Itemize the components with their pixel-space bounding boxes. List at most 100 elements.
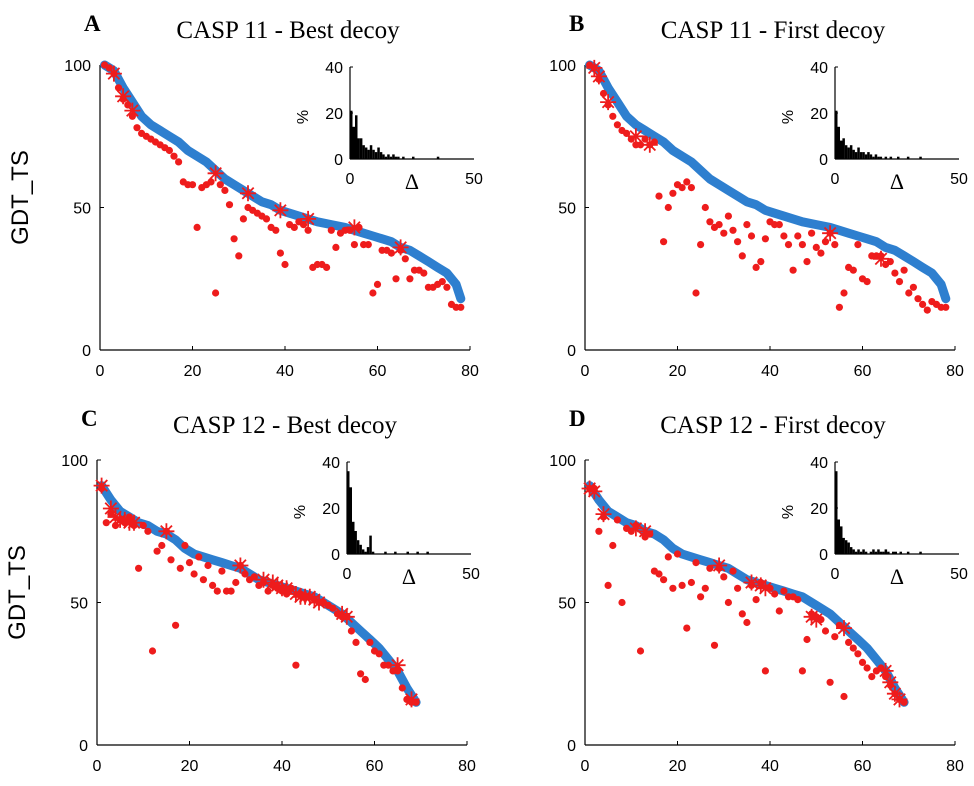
x-tick-label: 0 <box>581 758 590 775</box>
histogram-bar <box>874 154 878 159</box>
selected-point <box>729 567 737 575</box>
histogram-bar <box>847 147 850 159</box>
x-tick-label: 60 <box>854 363 872 380</box>
selected-point <box>831 241 839 249</box>
inset-x-label: Δ <box>405 169 419 194</box>
selected-point <box>190 570 198 578</box>
star-point <box>581 480 598 497</box>
histogram-bar <box>357 138 360 159</box>
selected-point <box>609 112 617 120</box>
selected-point <box>347 627 355 635</box>
selected-point <box>216 181 224 189</box>
inset-y-tick-label: 0 <box>819 547 828 564</box>
star-point <box>822 225 839 242</box>
histogram-bar <box>884 156 888 159</box>
star-point <box>346 219 363 236</box>
x-tick-label: 60 <box>366 758 384 775</box>
selected-point <box>734 238 742 246</box>
selected-point <box>706 218 714 226</box>
histogram-bar <box>884 549 888 554</box>
selected-point <box>114 84 123 92</box>
histogram-bar <box>394 551 397 554</box>
selected-point <box>761 667 770 675</box>
histogram-bar <box>349 487 352 554</box>
selected-point <box>683 178 691 186</box>
selected-point <box>724 598 733 607</box>
selected-point <box>757 258 765 266</box>
selected-point <box>752 263 760 271</box>
selected-point <box>812 243 820 251</box>
selected-point <box>175 158 183 166</box>
x-tick-label: 80 <box>458 758 476 775</box>
selected-point <box>743 221 751 229</box>
histogram-bar <box>377 147 380 159</box>
histogram-bar <box>347 471 350 554</box>
selected-point <box>775 607 783 615</box>
histogram-bar <box>392 154 395 159</box>
selected-point <box>406 275 414 283</box>
x-tick-label: 80 <box>461 363 479 380</box>
histogram-bar <box>372 149 375 159</box>
y-tick-label: 0 <box>82 343 91 360</box>
selected-point <box>780 232 788 240</box>
histogram-bar <box>412 156 415 159</box>
inset-y-label: % <box>780 505 797 519</box>
selected-point <box>877 664 885 672</box>
histogram-bar <box>352 521 355 554</box>
selected-point <box>167 556 175 564</box>
y-tick-label: 50 <box>558 596 576 613</box>
star-point <box>124 102 141 119</box>
selected-point <box>914 295 922 303</box>
histogram-bar <box>892 551 895 554</box>
star-point <box>306 591 323 608</box>
histogram-bar <box>416 551 419 554</box>
star-point <box>240 185 256 202</box>
selected-point <box>212 289 220 297</box>
histogram-bar <box>350 110 353 159</box>
inset-y-tick-label: 40 <box>810 60 828 77</box>
histogram-bar <box>426 551 429 554</box>
y-tick-label: 50 <box>73 201 91 218</box>
selected-point <box>858 658 867 667</box>
histogram-bar <box>352 126 355 159</box>
inset-y-tick-label: 0 <box>331 547 340 564</box>
star-point <box>627 128 644 145</box>
selected-point <box>199 576 207 584</box>
histogram-bar <box>842 138 845 159</box>
star-point <box>93 477 110 494</box>
selected-point <box>919 300 927 308</box>
inset-x-tick-label: 0 <box>831 171 840 188</box>
selected-point <box>849 644 857 652</box>
selected-point <box>840 289 848 297</box>
selected-point <box>803 635 811 644</box>
selected-point <box>821 627 830 635</box>
inset-x-tick-label: 50 <box>950 566 968 583</box>
inset-y-label: % <box>292 505 309 519</box>
histogram-bar <box>842 537 845 554</box>
selected-point <box>323 263 331 271</box>
histogram-bar <box>919 156 922 159</box>
selected-point <box>720 573 728 581</box>
histogram-bar <box>852 149 855 159</box>
y-tick-label: 0 <box>79 738 88 755</box>
selected-point <box>891 269 899 277</box>
selected-point <box>604 581 612 590</box>
selected-point <box>412 698 420 706</box>
star-point <box>334 605 351 622</box>
selected-point <box>239 215 247 223</box>
selected-point <box>153 547 161 555</box>
selected-point <box>272 226 280 234</box>
selected-point <box>176 564 184 572</box>
y-tick-label: 0 <box>567 343 576 360</box>
x-tick-label: 40 <box>761 758 779 775</box>
panel-letter: B <box>569 11 584 36</box>
histogram-bar <box>854 551 858 554</box>
selected-point <box>863 278 871 286</box>
selected-point <box>900 698 908 706</box>
y-tick-label: 100 <box>61 453 88 470</box>
selected-point <box>457 303 465 311</box>
selected-point <box>831 633 839 641</box>
selected-point <box>835 621 844 629</box>
selected-point <box>724 212 733 220</box>
